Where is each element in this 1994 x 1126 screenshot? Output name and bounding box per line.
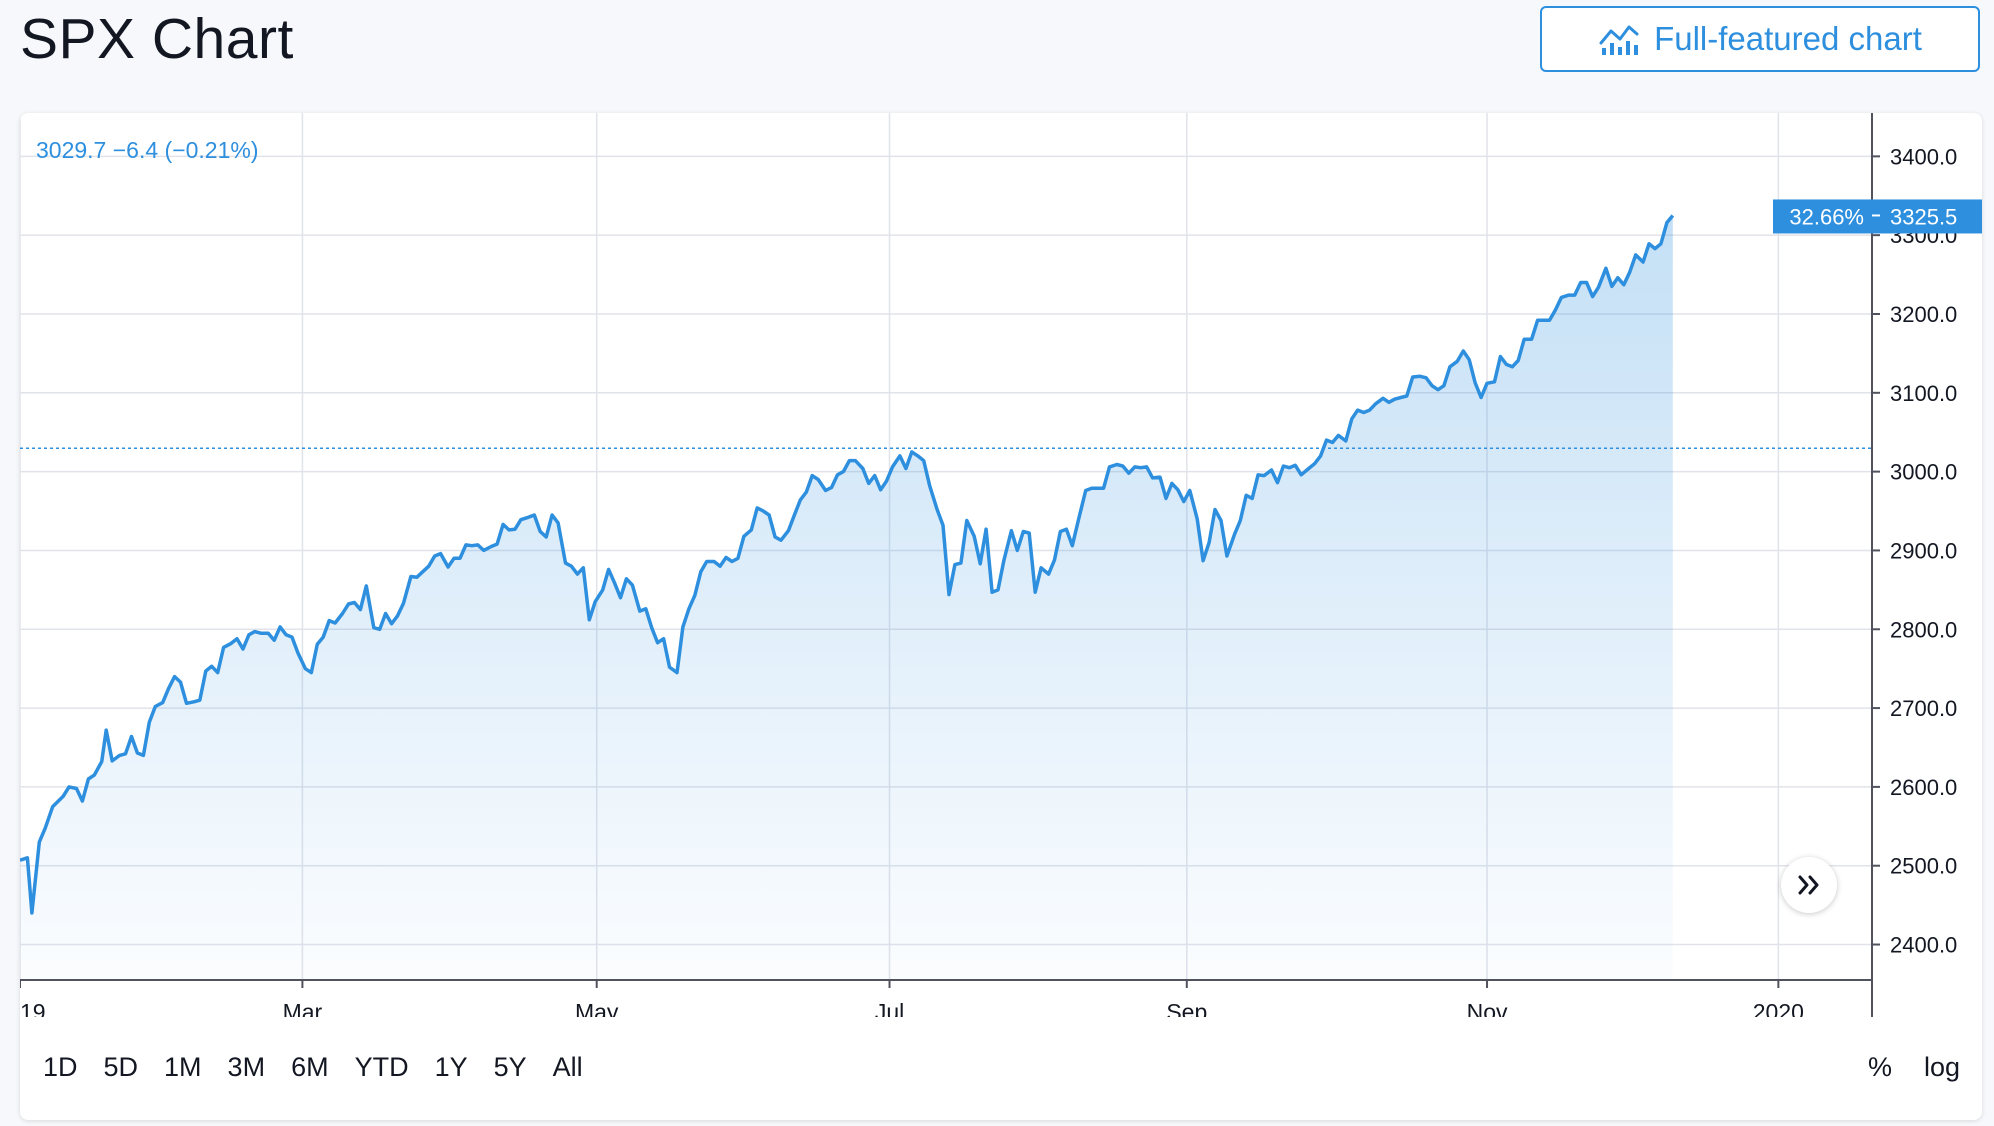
- last-percent-box: [1773, 199, 1872, 234]
- y-tick-label: 3000.0: [1890, 460, 1957, 485]
- range-button-1y[interactable]: 1Y: [434, 1052, 468, 1082]
- y-tick-label: 2700.0: [1890, 696, 1957, 721]
- range-button-all[interactable]: All: [552, 1052, 583, 1082]
- last-value-marker: 32.66% 3325.5: [1773, 199, 1982, 234]
- x-tick-label: Sep: [1166, 999, 1207, 1017]
- y-tick-label: 3400.0: [1890, 144, 1957, 169]
- range-button-3m[interactable]: 3M: [227, 1052, 266, 1082]
- percent-scale-button[interactable]: %: [1867, 1051, 1892, 1082]
- y-tick-label: 2500.0: [1890, 854, 1957, 879]
- y-tick-label: 2800.0: [1890, 617, 1957, 642]
- range-button-5d[interactable]: 5D: [103, 1052, 139, 1082]
- range-button-6m[interactable]: 6M: [291, 1052, 329, 1082]
- x-tick-label: Mar: [283, 999, 323, 1017]
- double-chevron-right-icon: [1798, 875, 1819, 895]
- range-toolbar: 1D 5D 1M 3M 6M YTD 1Y 5Y All % log: [20, 1017, 1982, 1117]
- series-line: [20, 214, 1675, 915]
- x-tick-label: Nov: [1467, 999, 1508, 1017]
- range-button-1m[interactable]: 1M: [164, 1052, 202, 1082]
- x-tick-label: Jul: [875, 999, 904, 1017]
- last-price-label: 3325.5: [1890, 204, 1957, 229]
- scroll-right-button[interactable]: [1781, 857, 1837, 913]
- x-tick-label: May: [575, 999, 619, 1017]
- chart-card: 2400.0 2500.0 2600.0 2700.0 2800.0 2900.0 3000…: [20, 113, 1982, 1120]
- full-featured-chart-label: Full-featured chart: [1654, 20, 1922, 57]
- y-tick-label: 2900.0: [1890, 538, 1957, 563]
- page-title: SPX Chart: [20, 7, 294, 71]
- last-price-box: [1872, 199, 1982, 234]
- range-list: 1D 5D 1M 3M 6M YTD 1Y 5Y All: [30, 1047, 596, 1087]
- series-area: [20, 215, 1673, 980]
- scale-toolbar: % log: [1852, 1017, 1982, 1117]
- chart-line-icon: [1599, 25, 1639, 55]
- range-button-1d[interactable]: 1D: [43, 1052, 78, 1082]
- price-chart[interactable]: 2400.0 2500.0 2600.0 2700.0 2800.0 2900.0 3000…: [20, 113, 1982, 1017]
- y-tick-label: 2600.0: [1890, 775, 1957, 800]
- y-tick-label: 2400.0: [1890, 933, 1957, 958]
- last-percent-label: 32.66%: [1789, 204, 1864, 229]
- x-tick-label: 2019: [20, 999, 46, 1017]
- range-button-5y[interactable]: 5Y: [493, 1052, 527, 1082]
- range-button-ytd[interactable]: YTD: [354, 1052, 409, 1082]
- y-tick-label: 3100.0: [1890, 381, 1957, 406]
- y-tick-label: 3200.0: [1890, 302, 1957, 327]
- log-scale-button[interactable]: log: [1923, 1051, 1960, 1082]
- full-featured-chart-button[interactable]: Full-featured chart: [1540, 6, 1980, 72]
- x-tick-label: 2020: [1753, 999, 1804, 1017]
- legend-readout: 3029.7 −6.4 (−0.21%): [36, 137, 259, 163]
